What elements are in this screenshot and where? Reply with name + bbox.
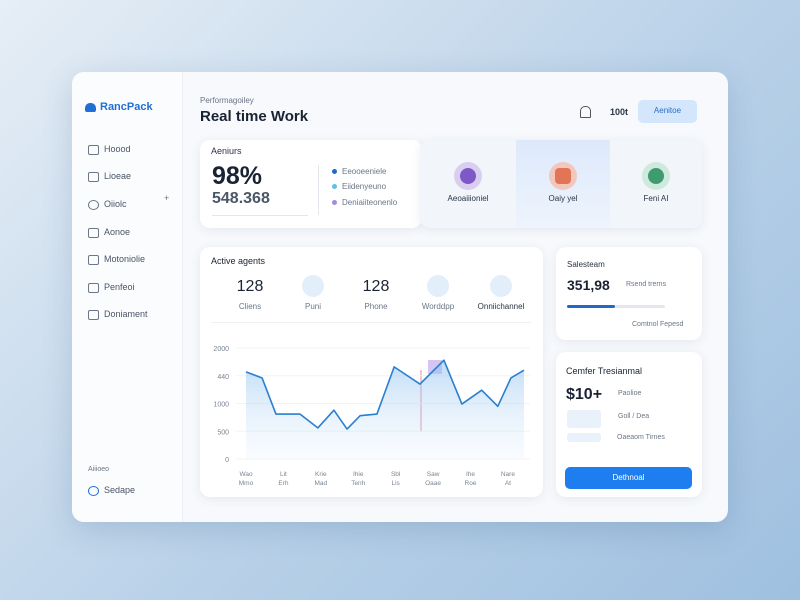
tile-label[interactable]: Feni AI [643, 194, 669, 203]
stat-label: Puni [304, 302, 321, 311]
sidebar [72, 72, 183, 522]
summary-title: Aeniurs [211, 146, 242, 156]
tile-icon [555, 168, 571, 184]
logo: RancPack [100, 101, 153, 113]
y-tick-label: 0 [225, 457, 229, 464]
line [245, 359, 525, 430]
stat-value: 128 [362, 278, 390, 295]
offer-row: Paolioe [618, 390, 642, 397]
x-tick-label: Krie [315, 471, 327, 478]
nav-icon [88, 228, 99, 238]
x-tick-label: Lis [392, 480, 401, 487]
page-title: Real time Work [200, 108, 309, 125]
legend-label: Eeooeeniele [342, 167, 387, 176]
divider [211, 322, 531, 323]
tile-icon [460, 168, 476, 184]
sales-note: Rsend trerns [626, 281, 667, 288]
x-tick-label: Mmo [239, 480, 254, 487]
agents-title: Active agents [211, 256, 266, 266]
y-tick-label: 2000 [213, 346, 229, 353]
stat-label: Phone [364, 302, 388, 311]
summary-subvalue: 548.368 [212, 190, 270, 207]
header-button-label: Aenitoe [653, 106, 682, 115]
header-button[interactable] [638, 100, 697, 123]
legend-label: Eiidenyeuno [342, 182, 387, 191]
nav-item[interactable]: Motoniolie [104, 254, 146, 264]
nav-item[interactable]: Lioeae [104, 171, 132, 181]
tile-label[interactable]: Aeoaiiioniel [447, 194, 489, 203]
nav-icon [88, 200, 99, 210]
x-tick-label: Erh [278, 480, 289, 487]
divider [318, 165, 319, 215]
stat-value: 128 [236, 278, 264, 295]
nav-icon [88, 172, 99, 182]
expand-icon[interactable]: + [164, 193, 170, 203]
legend-dot [332, 169, 337, 174]
y-tick-label: 440 [217, 374, 229, 381]
x-tick-label: Roe [465, 480, 477, 487]
stat-label: Cliens [238, 302, 262, 311]
legend-dot [332, 184, 337, 189]
logo-icon [85, 103, 96, 112]
x-tick-label: Ihie [353, 471, 364, 478]
bell-icon[interactable] [580, 106, 591, 118]
x-tick-label: Oaae [425, 480, 441, 487]
settings-item[interactable]: Sedape [104, 485, 136, 495]
tile-label[interactable]: Oaiy yel [548, 194, 578, 203]
tile-icon [648, 168, 664, 184]
y-tick-label: 1000 [213, 402, 229, 409]
offer-row: Oaeaom Tirnes [617, 434, 665, 441]
nav-icon [88, 145, 99, 155]
stat-icon [490, 275, 512, 297]
offer-row: Goll / Dea [618, 413, 650, 420]
stat-icon [302, 275, 324, 297]
x-tick-label: Wao [239, 471, 253, 478]
page-subtitle: Performagoiley [200, 96, 254, 105]
x-tick-label: Ihe [466, 471, 475, 478]
settings-icon [88, 486, 99, 496]
progress-track [567, 305, 665, 308]
area [246, 360, 524, 459]
x-tick-label: Tenh [351, 480, 365, 487]
offer-button-label: Dethnoal [612, 473, 645, 482]
placeholder [567, 410, 601, 428]
nav-icon [88, 255, 99, 265]
summary-card [200, 140, 422, 228]
nav-item[interactable]: Doniament [104, 309, 148, 319]
stat-label: Onniichannel [477, 302, 525, 311]
nav-icon [88, 310, 99, 320]
count: 100t [610, 107, 629, 117]
y-tick-label: 500 [217, 429, 229, 436]
stat-label: Worddpp [421, 302, 455, 311]
offer-button[interactable] [565, 467, 692, 489]
sales-title: Salesteam [567, 260, 605, 269]
sales-card [556, 247, 702, 340]
x-tick-label: Lit [280, 471, 287, 478]
progress-fill [567, 305, 615, 308]
summary-value: 98% [212, 162, 263, 190]
stat-icon [427, 275, 449, 297]
x-tick-label: Sbl [391, 471, 401, 478]
x-tick-label: Nare [501, 471, 515, 478]
nav-icon [88, 283, 99, 293]
x-tick-label: At [505, 480, 511, 487]
sales-footer: Comtnol Fepesd [632, 321, 684, 328]
section-label: Aiiioeo [88, 466, 110, 473]
nav-item[interactable]: Penfeoi [104, 282, 135, 292]
legend-label: Deniaiiteonenlo [342, 198, 398, 207]
placeholder [567, 433, 601, 442]
x-tick-label: Saw [427, 471, 440, 478]
legend-dot [332, 200, 337, 205]
divider [212, 215, 308, 216]
offer-title: Cemfer Tresianmal [566, 366, 643, 376]
nav-item[interactable]: Oiiolc [104, 199, 127, 209]
nav-item[interactable]: Hoood [104, 144, 131, 154]
nav-item[interactable]: Aonoe [104, 227, 131, 237]
sales-value: 351,98 [567, 277, 610, 293]
x-tick-label: Mad [315, 480, 328, 487]
offer-value: $10+ [566, 386, 603, 403]
